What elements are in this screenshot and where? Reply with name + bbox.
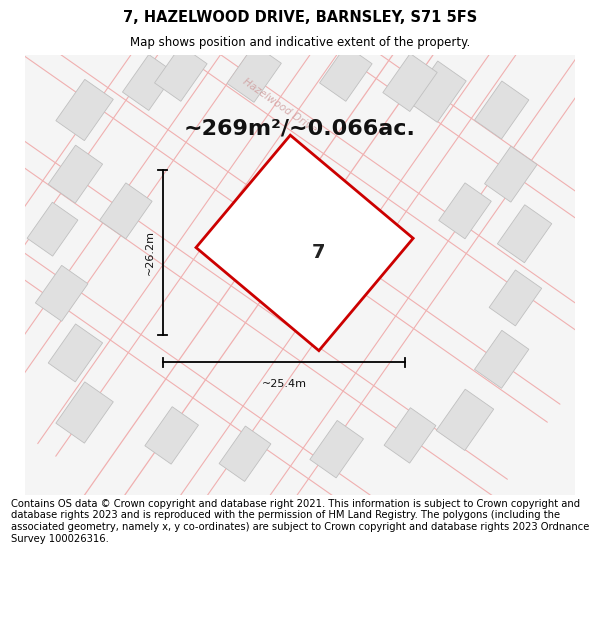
Text: 7, HAZELWOOD DRIVE, BARNSLEY, S71 5FS: 7, HAZELWOOD DRIVE, BARNSLEY, S71 5FS	[123, 10, 477, 25]
Polygon shape	[155, 46, 207, 101]
Polygon shape	[409, 61, 466, 122]
Polygon shape	[122, 54, 175, 111]
Text: ~26.2m: ~26.2m	[145, 229, 155, 274]
Polygon shape	[56, 382, 113, 443]
Polygon shape	[219, 426, 271, 481]
Polygon shape	[439, 183, 491, 239]
Polygon shape	[48, 145, 103, 203]
Polygon shape	[27, 202, 78, 256]
Text: Hazelwood Drive: Hazelwood Drive	[241, 76, 318, 135]
Text: Map shows position and indicative extent of the property.: Map shows position and indicative extent…	[130, 36, 470, 49]
Polygon shape	[383, 54, 437, 111]
Polygon shape	[145, 407, 199, 464]
Polygon shape	[320, 46, 372, 101]
Polygon shape	[227, 44, 281, 102]
Polygon shape	[489, 270, 542, 326]
Polygon shape	[485, 146, 537, 202]
Text: 7: 7	[311, 242, 325, 262]
Polygon shape	[48, 324, 103, 382]
Text: Contains OS data © Crown copyright and database right 2021. This information is : Contains OS data © Crown copyright and d…	[11, 499, 589, 544]
Polygon shape	[35, 266, 88, 321]
Text: ~25.4m: ~25.4m	[262, 379, 307, 389]
Polygon shape	[475, 331, 529, 388]
Polygon shape	[436, 389, 494, 451]
Polygon shape	[497, 205, 552, 262]
Polygon shape	[310, 421, 364, 478]
Text: ~269m²/~0.066ac.: ~269m²/~0.066ac.	[184, 118, 416, 138]
Polygon shape	[56, 79, 113, 141]
Polygon shape	[384, 408, 436, 463]
Polygon shape	[475, 81, 529, 139]
Polygon shape	[196, 135, 413, 351]
Polygon shape	[100, 183, 152, 239]
